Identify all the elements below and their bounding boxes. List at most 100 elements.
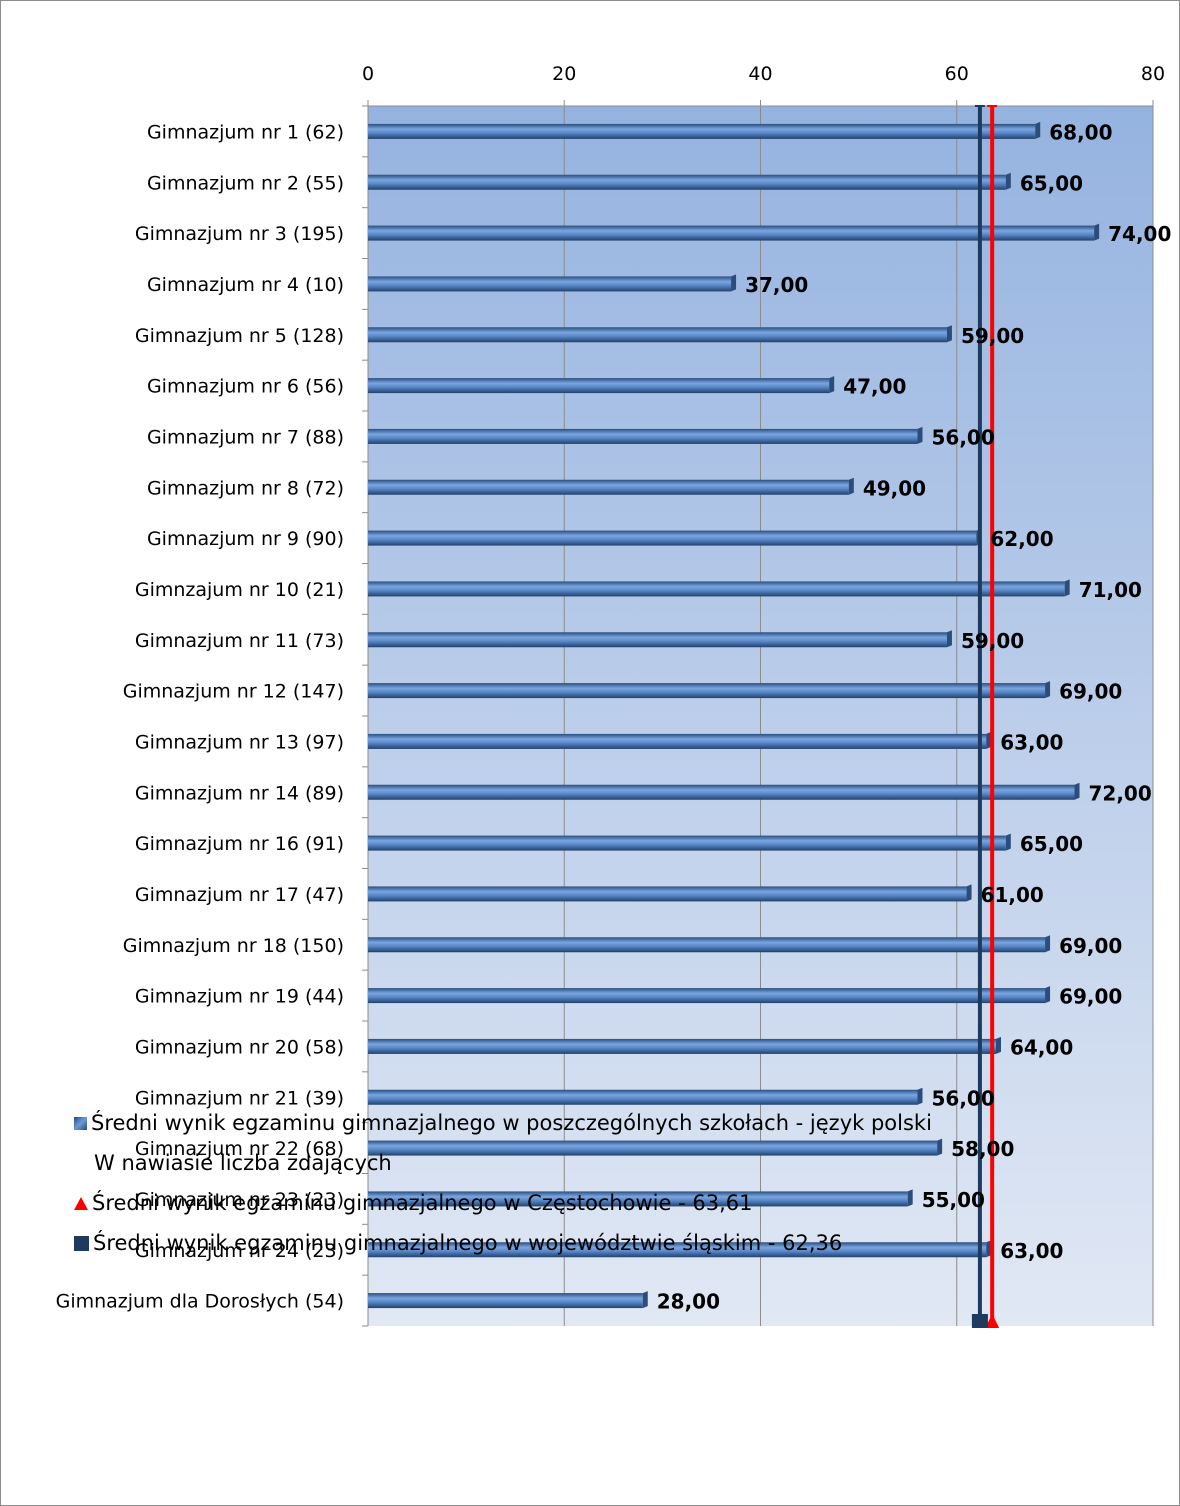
bar-end-cap	[1005, 172, 1011, 190]
bar-end-cap	[1045, 681, 1051, 699]
bar	[368, 428, 918, 444]
bar	[368, 1038, 996, 1054]
data-label: 59,00	[961, 629, 1024, 653]
category-label: Gimnazjum nr 6 (56)	[147, 376, 344, 398]
legend-label-city: Średni wynik egzaminu gimnazjalnego w Cz…	[92, 1191, 753, 1215]
square-icon	[74, 1235, 89, 1251]
bar	[368, 530, 977, 546]
bar-end-cap	[1035, 121, 1041, 139]
bar-end-cap	[986, 1240, 992, 1258]
data-label: 49,00	[863, 476, 926, 500]
bar-end-cap	[946, 630, 952, 648]
bar-end-cap	[642, 1291, 648, 1309]
bar-end-cap	[1094, 223, 1100, 241]
legend-item-region: Średni wynik egzaminu gimnazjalnego w wo…	[74, 1223, 1154, 1263]
category-label: Gimnazjum nr 21 (39)	[135, 1087, 344, 1109]
category-label: Gimnazjum nr 4 (10)	[147, 274, 344, 296]
x-tick-label: 60	[945, 63, 969, 85]
data-label: 58,00	[951, 1137, 1014, 1161]
category-label: Gimnazjum nr 3 (195)	[135, 223, 344, 245]
data-label: 62,00	[990, 527, 1053, 551]
gridlines	[362, 100, 1154, 1327]
data-label: 56,00	[932, 1086, 995, 1110]
data-label: 69,00	[1059, 680, 1122, 704]
triangle-marker	[985, 1314, 1000, 1328]
data-label: 72,00	[1089, 781, 1152, 805]
bar-end-cap	[1045, 986, 1051, 1004]
bar-end-cap	[986, 731, 992, 749]
data-label: 63,00	[1000, 1239, 1063, 1263]
bar	[368, 1191, 908, 1207]
category-label: Gimnazjum nr 19 (44)	[135, 986, 344, 1008]
data-label: 65,00	[1020, 171, 1083, 195]
legend-item-schools: Średni wynik egzaminu gimnazjalnego w po…	[74, 1103, 1154, 1143]
bar	[368, 733, 987, 749]
data-label: 47,00	[843, 375, 906, 399]
bar	[368, 937, 1046, 953]
bar	[368, 225, 1095, 241]
data-label: 56,00	[932, 425, 995, 449]
bar-end-cap	[937, 1138, 943, 1156]
bar-end-cap	[848, 477, 854, 495]
category-label: Gimnazjum nr 22 (68)	[135, 1138, 344, 1160]
category-label: Gimnazjum nr 2 (55)	[147, 172, 344, 194]
square-marker	[971, 1314, 988, 1328]
category-label: Gimnazjum nr 9 (90)	[147, 528, 344, 550]
category-label: Gimnazjum nr 11 (73)	[135, 630, 344, 652]
data-label: 69,00	[1059, 985, 1122, 1009]
x-tick-label: 0	[362, 63, 374, 85]
bar	[368, 1140, 938, 1156]
category-label: Gimnzajum nr 10 (21)	[135, 579, 344, 601]
category-label: Gimnazjum dla Dorosłych (54)	[56, 1291, 344, 1313]
data-label: 65,00	[1020, 832, 1083, 856]
category-label: Gimnazjum nr 18 (150)	[123, 935, 344, 957]
category-label: Gimnazjum nr 7 (88)	[147, 426, 344, 448]
bar	[368, 276, 732, 292]
bars	[368, 121, 1100, 1309]
bar-end-cap	[1074, 782, 1080, 800]
bar	[368, 479, 849, 495]
legend-label-schools: Średni wynik egzaminu gimnazjalnego w po…	[91, 1111, 932, 1135]
bar-end-cap	[731, 274, 737, 292]
x-tick-label: 40	[748, 63, 772, 85]
triangle-icon	[74, 1196, 88, 1210]
bar-end-cap	[1064, 579, 1070, 597]
bar	[368, 174, 1006, 190]
bar	[368, 581, 1065, 597]
bar	[368, 1242, 987, 1258]
bar	[368, 988, 1046, 1004]
bar-end-cap	[966, 884, 972, 902]
data-label: 68,00	[1049, 120, 1112, 144]
bar	[368, 378, 830, 394]
data-label: 71,00	[1079, 578, 1142, 602]
category-label: Gimnazjum nr 13 (97)	[135, 731, 344, 753]
data-label: 55,00	[922, 1188, 985, 1212]
data-label: 74,00	[1108, 222, 1171, 246]
category-labels: Gimnazjum nr 1 (62) Gimnazjum nr 2 (55) Gi…	[56, 121, 344, 1312]
data-label: 59,00	[961, 324, 1024, 348]
category-label: Gimnazjum nr 23 (23)	[135, 1189, 344, 1211]
category-label: Gimnazjum nr 8 (72)	[147, 477, 344, 499]
bar-end-cap	[917, 1087, 923, 1105]
category-label: Gimnazjum nr 24 (23)	[135, 1240, 344, 1262]
bar	[368, 886, 967, 902]
x-axis-ticks: 0 20 40 60 80	[362, 63, 1165, 85]
data-label: 61,00	[981, 883, 1044, 907]
bar	[368, 683, 1046, 699]
data-label: 69,00	[1059, 934, 1122, 958]
bar	[368, 632, 947, 648]
bar-end-cap	[1045, 935, 1051, 953]
bar	[368, 784, 1075, 800]
data-label: 28,00	[657, 1290, 720, 1314]
category-label: Gimnazjum nr 16 (91)	[135, 833, 344, 855]
legend-label-region: Średni wynik egzaminu gimnazjalnego w wo…	[93, 1231, 843, 1255]
data-label: 37,00	[745, 273, 808, 297]
data-label: 64,00	[1010, 1035, 1073, 1059]
data-label: 63,00	[1000, 730, 1063, 754]
legend-item-city: Średni wynik egzaminu gimnazjalnego w Cz…	[74, 1183, 1154, 1223]
category-label: Gimnazjum nr 5 (128)	[135, 325, 344, 347]
bar-end-cap	[1005, 833, 1011, 851]
category-label: Gimnazjum nr 1 (62)	[147, 121, 344, 143]
bar-end-cap	[907, 1189, 913, 1207]
